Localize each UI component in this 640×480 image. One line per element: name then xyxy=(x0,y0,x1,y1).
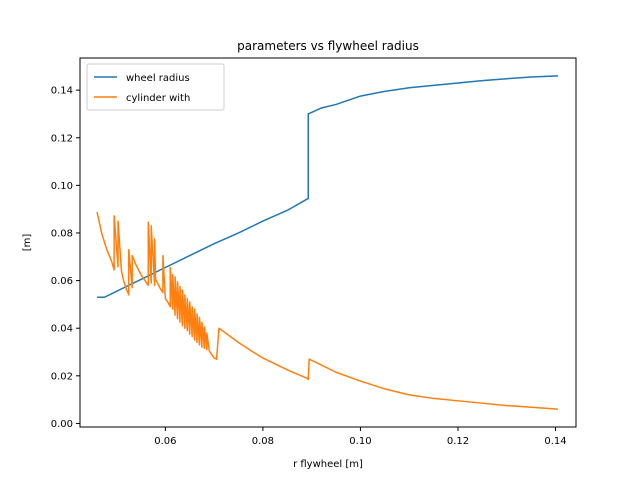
legend-label: cylinder with xyxy=(126,93,190,104)
legend-label: wheel radius xyxy=(126,73,190,84)
plot-frame xyxy=(79,57,577,428)
series-line-2 xyxy=(96,211,559,410)
series-line-1 xyxy=(97,75,558,298)
y-tick-label: 0.02 xyxy=(51,371,73,382)
x-tick-label: 0.14 xyxy=(544,436,566,447)
x-axis: 0.06 0.08 0.10 0.12 0.14 xyxy=(154,427,567,447)
legend-box xyxy=(86,63,225,111)
x-tick-label: 0.12 xyxy=(447,436,469,447)
y-tick-label: 0.14 xyxy=(51,86,73,97)
legend: wheel radius cylinder with xyxy=(86,63,225,111)
plot-area xyxy=(96,75,559,410)
y-tick-label: 0.08 xyxy=(51,228,73,239)
y-axis-label: [m] xyxy=(22,234,33,252)
chart-title: parameters vs flywheel radius xyxy=(237,39,419,53)
x-tick-label: 0.10 xyxy=(349,436,371,447)
y-tick-label: 0.06 xyxy=(51,276,73,287)
y-tick-label: 0.12 xyxy=(51,133,73,144)
y-tick-label: 0.10 xyxy=(51,181,73,192)
x-tick-label: 0.08 xyxy=(252,436,274,447)
x-tick-label: 0.06 xyxy=(154,436,176,447)
y-tick-label: 0.04 xyxy=(51,324,73,335)
y-tick-label: 0.00 xyxy=(51,419,73,430)
x-axis-label: r flywheel [m] xyxy=(293,459,363,470)
y-axis: 0.00 0.02 0.04 0.06 0.08 0.10 0.12 0.14 xyxy=(51,86,80,430)
